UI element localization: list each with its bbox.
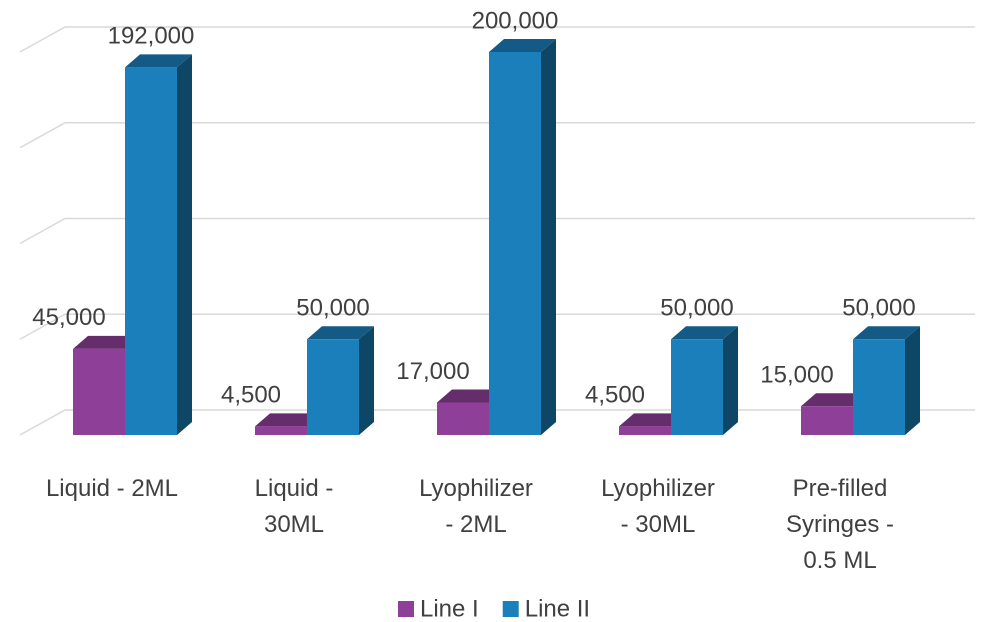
bar [489,39,556,435]
bar-front [307,339,359,435]
bar-front [801,406,853,435]
grid-line [19,122,975,149]
bar-side [359,326,374,435]
data-label: 4,500 [221,382,281,409]
bar-top [73,335,140,349]
bar-top [489,39,556,52]
bar-front [671,339,723,435]
bar-front [73,348,125,435]
bar-front [255,426,307,435]
bar-top [255,413,322,427]
x-tick-label: Liquid - 2ML [46,475,178,502]
bar-top [853,326,920,340]
bar-side [541,39,556,435]
bar-front [853,339,905,435]
bar-side [905,326,920,435]
data-label: 17,000 [396,358,469,385]
data-label: 15,000 [760,362,833,389]
data-label: 4,500 [585,382,645,409]
x-tick-label: Lyophilizer - 2ML [419,475,533,538]
bar [853,326,920,435]
x-tick-label: Liquid -30ML [255,475,334,538]
data-label: 192,000 [108,23,195,50]
bar-top [801,393,868,407]
legend-label: Line II [525,595,590,622]
bar [671,326,738,435]
legend-swatch [398,601,414,617]
bar-top [619,413,686,427]
x-tick-label: Lyophilizer - 30ML [601,475,715,538]
legend-swatch [502,601,519,617]
bar-top [671,326,738,340]
bar-side [177,54,192,435]
bar-front [619,426,671,435]
grid-line [19,217,975,245]
data-label: 50,000 [842,295,915,322]
grid-line [19,26,975,53]
bar [125,54,192,435]
bar-top [125,54,192,68]
bar [307,326,374,435]
bar-top [307,326,374,340]
bar-top [437,389,504,403]
grid-line [19,313,975,340]
data-label: 200,000 [472,7,559,34]
data-label: 50,000 [296,295,369,322]
bar-front [125,67,177,435]
legend-label: Line I [420,595,479,622]
x-tick-label: Pre-filled Syringes -0.5 ML [786,475,894,574]
bar-front [437,402,489,435]
bar-front [489,52,541,435]
bar-side [723,326,738,435]
data-label: 45,000 [32,304,105,331]
data-label: 50,000 [660,295,733,322]
